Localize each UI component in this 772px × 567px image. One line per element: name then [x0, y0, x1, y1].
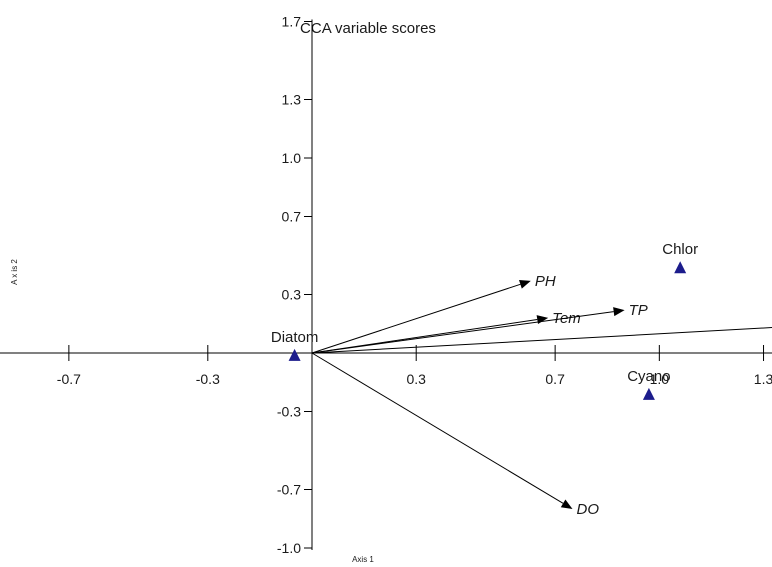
vector-arrowhead-ph	[519, 280, 531, 289]
vector-line-tn	[311, 327, 772, 354]
x-tick-label: 0.3	[406, 371, 426, 387]
y-tick-label: 1.0	[282, 150, 302, 166]
x-tick-label: -0.3	[196, 371, 220, 387]
vector-label-tp: TP	[629, 302, 648, 319]
x-tick-label: 1.0	[650, 371, 670, 387]
y-tick-label: 0.7	[282, 209, 302, 225]
vector-line-ph	[311, 283, 521, 354]
y-tick-label: 0.3	[282, 287, 302, 303]
point-marker-cyano	[642, 387, 655, 400]
vector-line-tp	[311, 311, 614, 354]
point-label-chlor: Chlor	[662, 241, 698, 258]
point-marker-diatom	[288, 348, 301, 361]
y-tick-label: 1.7	[282, 14, 302, 30]
y-tick-label: -0.3	[277, 404, 301, 420]
y-tick-label: 1.3	[282, 92, 302, 108]
x-tick-label: -0.7	[57, 371, 81, 387]
y-tick-label: -0.7	[277, 482, 301, 498]
x-axis-ticks: -1.0-0.7-0.30.30.71.01.31.7	[57, 345, 772, 387]
vector-label-do: DO	[577, 501, 600, 518]
vector-label-ph: PH	[535, 273, 556, 290]
vector-arrowhead-tp	[613, 307, 625, 317]
point-marker-chlor	[674, 261, 687, 274]
y-axis-title: A x is 2	[10, 259, 19, 285]
vector-line-do	[311, 352, 564, 504]
y-tick-label: -1.0	[277, 540, 301, 556]
point-label-cyano: Cyano	[627, 368, 670, 385]
vector-arrowhead-do	[560, 499, 573, 509]
x-axis-title: Axis 1	[352, 555, 374, 564]
point-label-diatom: Diatom	[271, 329, 319, 346]
variable-vectors: PHTemTPTNDO	[311, 273, 772, 518]
x-tick-label: 0.7	[545, 371, 565, 387]
x-tick-label: 1.3	[754, 371, 772, 387]
y-axis-ticks: 1.7 1.3 1.0 0.7 0.3 -0.3 -0.7 -1.0	[277, 14, 312, 556]
vector-arrowhead-tem	[536, 315, 549, 324]
chart-title: CCA variable scores	[300, 20, 436, 37]
species-points: Diatom Chlor Cyano	[271, 241, 698, 400]
